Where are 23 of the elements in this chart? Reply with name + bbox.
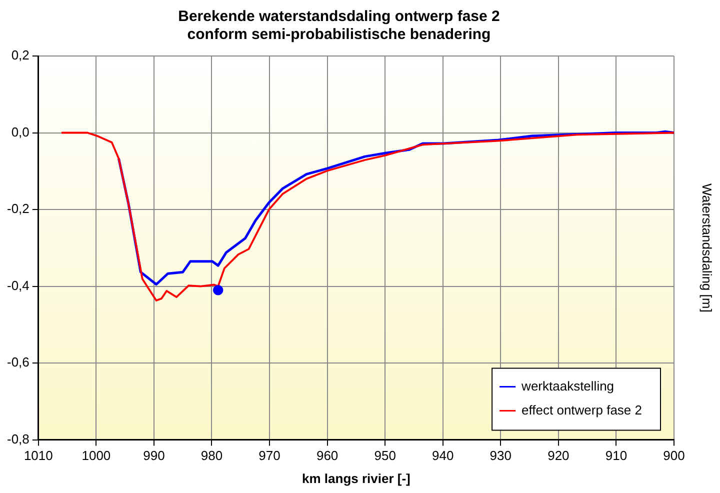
x-tick-label: 970 xyxy=(258,448,280,464)
y-tick-label: 0,2 xyxy=(11,48,30,63)
y-tick-label: -0,4 xyxy=(6,278,30,293)
x-tick-label: 900 xyxy=(663,448,685,464)
x-tick-label: 930 xyxy=(490,448,512,464)
y-tick-label: -0,2 xyxy=(6,201,30,216)
legend-label: effect ontwerp fase 2 xyxy=(522,402,642,418)
x-axis-title: km langs rivier [-] xyxy=(302,470,410,486)
x-tick-label: 1000 xyxy=(82,448,111,464)
y-tick-label: -0,8 xyxy=(6,431,30,446)
x-tick-label: 1010 xyxy=(24,448,53,464)
chart-title: Berekende waterstandsdaling ontwerp fase 2 conform semi-probabilistische benadering xyxy=(178,8,500,44)
x-tick-label: 980 xyxy=(200,448,223,464)
legend-label: werktaakstelling xyxy=(520,378,614,394)
x-tick-label: 990 xyxy=(143,448,165,464)
x-tick-label: 950 xyxy=(374,448,396,464)
y-tick-label: 0,0 xyxy=(11,124,30,140)
y-axis-title: Waterstandsdaling [m] xyxy=(699,183,714,312)
x-tick-label: 920 xyxy=(548,448,570,464)
y-tick-label: -0,6 xyxy=(6,354,30,370)
x-tick-label: 910 xyxy=(605,448,628,464)
x-tick-label: 940 xyxy=(432,448,454,464)
x-tick-label: 960 xyxy=(316,448,338,464)
